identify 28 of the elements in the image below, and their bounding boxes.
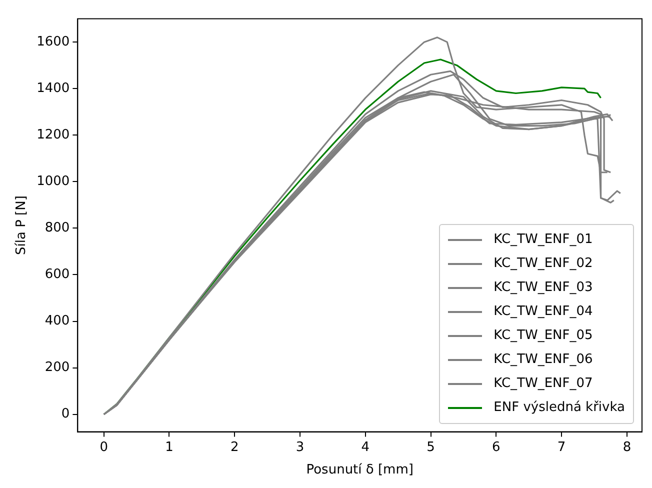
- y-tick-label: 1400: [36, 80, 70, 96]
- legend-label: KC_TW_ENF_05: [494, 328, 593, 344]
- x-tick-label: 3: [296, 440, 304, 455]
- y-tick-label: 600: [44, 267, 70, 282]
- legend-label: KC_TW_ENF_01: [494, 232, 593, 248]
- y-tick-label: 400: [44, 314, 70, 329]
- legend-label: KC_TW_ENF_03: [494, 280, 593, 296]
- y-tick-label: 1600: [36, 34, 70, 50]
- x-tick-label: 8: [622, 440, 632, 455]
- x-tick-label: 7: [557, 440, 566, 455]
- legend-label: KC_TW_ENF_07: [494, 376, 593, 392]
- legend-label: KC_TW_ENF_06: [494, 352, 593, 368]
- legend-label: ENF výsledná křivka: [494, 400, 625, 416]
- x-tick-label: 0: [100, 440, 108, 455]
- x-tick-label: 6: [492, 440, 500, 455]
- legend-label: KC_TW_ENF_04: [494, 304, 593, 320]
- y-tick-label: 1200: [36, 128, 70, 143]
- y-tick-label: 800: [44, 220, 70, 236]
- legend-label: KC_TW_ENF_02: [494, 256, 593, 272]
- x-tick-label: 1: [165, 440, 174, 455]
- x-axis-title: Posunutí δ [mm]: [306, 462, 414, 478]
- y-tick-label: 0: [61, 406, 70, 422]
- y-axis-title: Síla P [N]: [14, 196, 30, 256]
- x-tick-label: 4: [361, 440, 370, 455]
- y-tick-label: 1000: [36, 174, 70, 190]
- y-tick-label: 200: [44, 360, 70, 376]
- x-tick-label: 5: [426, 440, 435, 455]
- x-tick-label: 2: [230, 440, 239, 455]
